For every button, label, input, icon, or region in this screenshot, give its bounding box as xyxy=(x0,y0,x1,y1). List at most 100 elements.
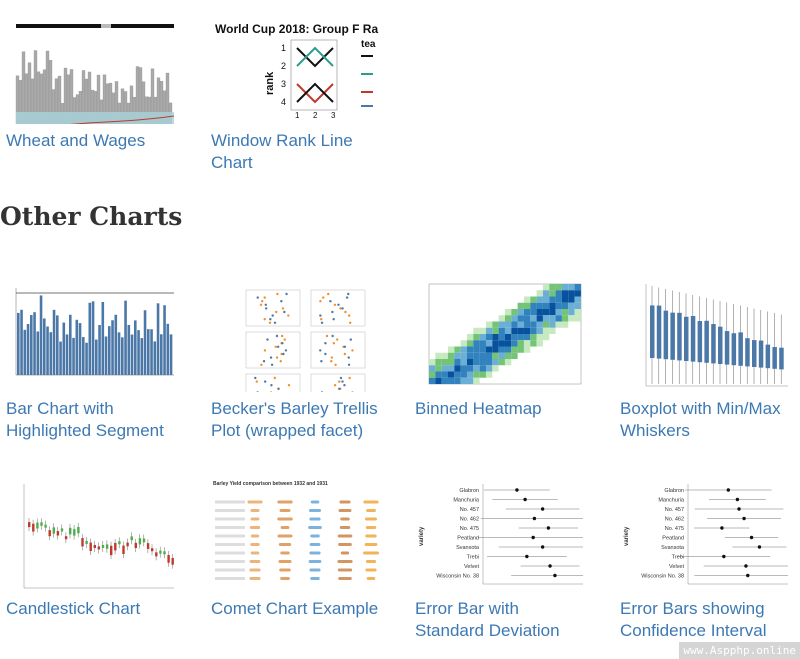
card-binned-heatmap[interactable]: Binned Heatmap xyxy=(415,280,585,420)
thumbnail-binned-heatmap[interactable] xyxy=(415,280,585,392)
box-body xyxy=(758,340,764,368)
card-wheat-and-wages[interactable]: Wheat and Wages xyxy=(6,12,176,152)
box-body xyxy=(718,326,723,364)
heat-cell xyxy=(498,321,505,328)
trellis-dot xyxy=(347,292,350,296)
heat-cell xyxy=(504,340,512,347)
card-bar-chart-highlighted-segment[interactable]: Bar Chart with Highlighted Segment xyxy=(6,280,176,442)
card-barley-trellis-plot[interactable]: Becker's Barley Trellis Plot (wrapped fa… xyxy=(211,280,381,442)
heat-cell xyxy=(454,346,461,353)
errorbar-variety-label: No. 475 xyxy=(460,526,479,532)
heat-cell xyxy=(542,309,550,316)
thumbnail-candlestick-chart[interactable] xyxy=(6,480,176,592)
heat-cell xyxy=(536,334,543,341)
heat-cell xyxy=(555,321,562,328)
bar-mark xyxy=(82,337,85,375)
thumbnail-barley-trellis-plot[interactable] xyxy=(211,280,381,392)
heat-cell xyxy=(549,290,556,297)
heat-cell xyxy=(511,315,518,322)
heat-cell xyxy=(530,340,537,347)
card-boxplot-min-max[interactable]: Boxplot with Min/Max Whiskers xyxy=(620,280,790,442)
trellis-dot xyxy=(333,303,337,306)
trellis-dot xyxy=(333,384,337,387)
card-title-bar-chart-highlighted-segment[interactable]: Bar Chart with Highlighted Segment xyxy=(6,399,164,440)
heat-cell xyxy=(473,377,480,384)
heat-cell xyxy=(517,334,524,341)
box-body xyxy=(745,338,750,367)
error-bar-point xyxy=(540,507,545,511)
heat-cell xyxy=(441,352,448,359)
heat-cell xyxy=(568,284,575,291)
bar-mark xyxy=(95,339,98,375)
card-title-candlestick-chart[interactable]: Candlestick Chart xyxy=(6,599,141,618)
trellis-dot xyxy=(345,296,349,299)
trellis-dot xyxy=(276,345,280,348)
error-bar-point xyxy=(735,497,740,502)
trellis-dot xyxy=(343,352,347,356)
heat-cell xyxy=(473,352,480,359)
section-heading-other-charts: Other Charts xyxy=(0,202,183,231)
heat-cell xyxy=(549,327,556,334)
bar-mark xyxy=(143,310,147,375)
bar-mark xyxy=(130,334,134,375)
heat-cell xyxy=(542,284,550,291)
comet-mark xyxy=(249,526,261,529)
card-title-comet-chart[interactable]: Comet Chart Example xyxy=(211,599,379,618)
card-title-binned-heatmap[interactable]: Binned Heatmap xyxy=(415,399,542,418)
bar-mark xyxy=(150,329,153,375)
errorbar-variety-label: No. 457 xyxy=(665,507,684,513)
boxplot-thumb-svg xyxy=(645,284,788,387)
card-title-boxplot-min-max[interactable]: Boxplot with Min/Max Whiskers xyxy=(620,399,781,440)
bar-mark xyxy=(69,314,72,375)
trellis-dot xyxy=(347,356,350,359)
card-title-wheat-and-wages[interactable]: Wheat and Wages xyxy=(6,131,146,150)
card-title-barley-trellis-plot[interactable]: Becker's Barley Trellis Plot (wrapped fa… xyxy=(211,399,378,440)
candle-body xyxy=(81,538,84,547)
errorbar-variety-label: Wisconsin No. 38 xyxy=(436,574,479,580)
card-candlestick-chart[interactable]: Candlestick Chart xyxy=(6,480,176,620)
error-bar-point xyxy=(531,535,535,540)
comet-mark xyxy=(339,500,351,504)
heat-cell xyxy=(479,334,486,341)
trellis-dot xyxy=(341,307,344,310)
comet-mark xyxy=(365,568,377,572)
thumbnail-bar-chart-highlighted-segment[interactable] xyxy=(6,280,176,392)
heat-cell xyxy=(492,321,499,328)
thumbnail-boxplot-min-max[interactable] xyxy=(620,280,790,392)
heat-cell xyxy=(561,296,569,303)
heat-cell xyxy=(561,290,569,297)
trellis-dot xyxy=(332,318,335,321)
errorbar-variety-label: Svansota xyxy=(456,545,480,551)
thumbnail-comet-chart[interactable]: Barley Yield comparison between 1932 and… xyxy=(211,480,381,592)
bar-mark xyxy=(98,325,101,375)
heat-cell xyxy=(523,296,531,303)
thumbnail-window-rank-line-chart[interactable]: World Cup 2018: Group F Ra tea rank matc… xyxy=(211,12,381,124)
card-window-rank-line-chart[interactable]: World Cup 2018: Group F Ra tea rank matc… xyxy=(211,12,381,174)
box-body xyxy=(663,310,669,360)
heat-cell xyxy=(498,334,505,341)
heat-cell xyxy=(555,296,562,303)
rank-line-thumb-svg: World Cup 2018: Group F Ra tea rank matc… xyxy=(215,22,378,120)
comet-mark xyxy=(309,543,321,546)
heat-cell xyxy=(517,346,524,353)
bar-mark xyxy=(156,303,160,375)
heat-cell xyxy=(460,359,467,366)
comet-mark xyxy=(339,526,351,529)
card-comet-chart[interactable]: Barley Yield comparison between 1932 and… xyxy=(211,480,381,620)
box-body xyxy=(711,324,716,364)
heat-cell xyxy=(485,365,493,372)
bar-mark xyxy=(85,342,88,375)
errorbar-variety-label: No. 462 xyxy=(665,517,684,523)
candle-body xyxy=(163,551,166,555)
thumbnail-wheat-and-wages[interactable] xyxy=(6,12,176,124)
rank-thumb-title: World Cup 2018: Group F Ra xyxy=(215,22,378,36)
card-title-error-bars-confidence[interactable]: Error Bars showing Confidence Interval xyxy=(620,599,767,640)
card-title-error-bar-std-dev[interactable]: Error Bar with Standard Deviation xyxy=(415,599,560,640)
card-title-window-rank-line-chart[interactable]: Window Rank Line Chart xyxy=(211,131,353,172)
heat-cell xyxy=(536,309,543,316)
